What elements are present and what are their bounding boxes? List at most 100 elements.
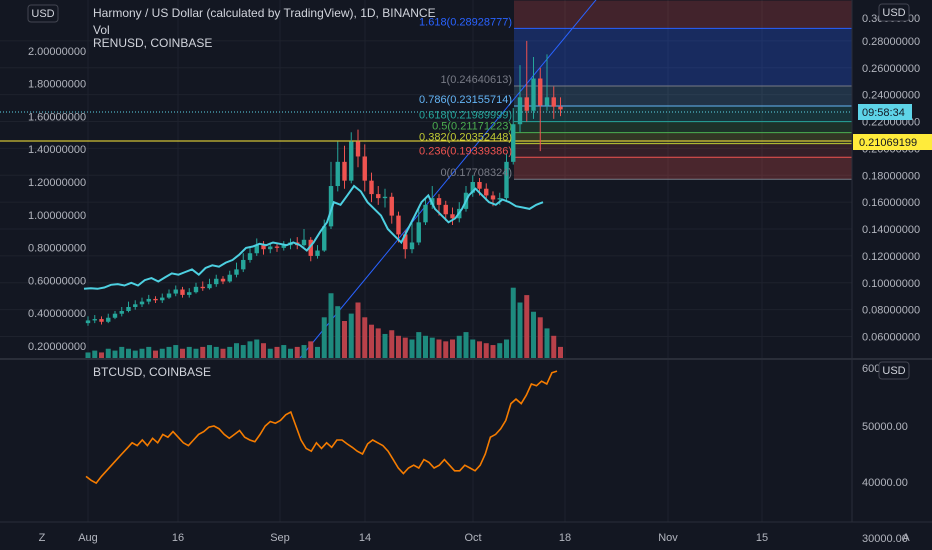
fib-level-labels: 1.618(0.28928777) 1(0.24640613) 0.786(0.23… — [419, 16, 512, 179]
left-axis-tick: 1.20000000 — [28, 177, 86, 189]
volume-bar — [396, 335, 401, 358]
chart-title[interactable]: Harmony / US Dollar (calculated by Tradi… — [93, 6, 436, 20]
renusd-legend[interactable]: RENUSD, COINBASE — [93, 36, 212, 50]
volume-bar — [537, 317, 543, 358]
candle-body — [281, 245, 286, 248]
volume-bar — [261, 343, 266, 358]
volume-bar — [443, 341, 449, 358]
candle-body — [558, 106, 563, 110]
candle-body — [193, 286, 199, 293]
fib-level-label: 1(0.24640613) — [440, 74, 512, 86]
candle-body — [382, 196, 388, 199]
fib-zone — [514, 0, 852, 29]
volume-bar — [281, 345, 287, 358]
candle-body — [389, 196, 394, 216]
time-axis-tick: 15 — [756, 532, 768, 544]
volume-bar — [450, 339, 455, 358]
btc-axis-tick: 40000.00 — [862, 477, 908, 489]
time-axis-tick: Nov — [658, 532, 678, 544]
candle-body — [531, 78, 536, 111]
btc-axis-tick: 600 — [862, 363, 880, 375]
candle-body — [517, 97, 523, 125]
right-currency-badge[interactable]: USD — [878, 3, 910, 22]
volume-bar — [463, 332, 469, 358]
volume-bar — [294, 346, 300, 358]
btcusd-line — [85, 370, 558, 485]
candle-body — [443, 204, 448, 215]
volume-bar — [200, 346, 206, 358]
candle-body — [423, 204, 428, 223]
fib-zone — [514, 28, 852, 87]
time-axis-tick: Aug — [78, 532, 98, 544]
fib-zone — [514, 132, 852, 144]
candle-body — [268, 246, 273, 250]
btc-currency-text: USD — [882, 365, 905, 377]
volume-bar — [240, 345, 246, 358]
candle-body — [396, 215, 401, 235]
left-axis-tick: 0.40000000 — [28, 308, 86, 320]
trend-line[interactable] — [299, 0, 600, 359]
time-axis-tick: 14 — [359, 532, 371, 544]
volume-bar — [193, 348, 199, 358]
right-axis-tick: 0.14000000 — [862, 224, 920, 236]
volume-bar — [483, 343, 489, 358]
volume-bar — [180, 348, 185, 358]
candle-body — [477, 182, 482, 189]
btc-price-axis[interactable]: 600 50000.00 40000.00 30000.00 — [862, 363, 908, 545]
volume-bar — [227, 346, 233, 358]
volume-bar — [105, 348, 111, 358]
fib-retracement[interactable] — [0, 0, 852, 359]
candle-body — [416, 222, 421, 243]
candle-body — [180, 289, 185, 295]
volume-bar — [247, 341, 253, 358]
candle-body — [544, 97, 550, 106]
volume-legend[interactable]: Vol — [93, 23, 110, 37]
right-axis-tick: 0.26000000 — [862, 63, 920, 75]
btc-axis-tick: 50000.00 — [862, 421, 908, 433]
candle-body — [342, 161, 347, 181]
fib-zone — [514, 121, 852, 133]
left-currency-badge[interactable]: USD — [27, 4, 59, 23]
left-price-axis[interactable]: 2.22.000000001.800000001.600000001.40000… — [28, 11, 86, 353]
volume-bar — [146, 346, 152, 358]
candle-body — [470, 182, 475, 193]
fib-level-label: 0(0.17708324) — [440, 167, 512, 179]
volume-bar — [207, 345, 212, 358]
time-axis-tick: Sep — [270, 532, 290, 544]
candle-body — [261, 245, 266, 250]
volume-bar — [274, 346, 280, 358]
last-price-text: 0.21069199 — [859, 137, 917, 149]
candle-body — [200, 286, 205, 289]
volume-bar — [416, 332, 422, 358]
right-price-axis[interactable]: 0.300000000.280000000.260000000.24000000… — [862, 13, 920, 344]
volume-bar — [477, 341, 482, 358]
timezone-icon[interactable]: Z — [39, 532, 46, 544]
right-axis-tick: 0.16000000 — [862, 197, 920, 209]
candle-body — [335, 161, 340, 187]
btcusd-legend[interactable]: BTCUSD, COINBASE — [93, 365, 211, 379]
fib-level-label: 0.786(0.23155714) — [419, 94, 512, 106]
volume-bar — [139, 348, 145, 358]
candle-body — [409, 242, 415, 250]
candle-body — [119, 311, 124, 314]
candle-body — [355, 141, 361, 157]
volume-bar — [524, 295, 530, 358]
auto-scale-icon[interactable]: A — [902, 532, 910, 544]
volume-bar — [423, 335, 428, 358]
right-axis-tick: 0.06000000 — [862, 332, 920, 344]
candle-body — [301, 239, 307, 246]
candle-body — [362, 156, 367, 181]
volume-bar — [342, 321, 347, 358]
left-axis-tick: 0.20000000 — [28, 341, 86, 353]
volume-bar — [166, 346, 172, 358]
volume-bar — [348, 313, 354, 358]
fib-level-label: 0.382(0.20352448) — [419, 132, 512, 144]
time-axis-tick: 16 — [172, 532, 184, 544]
candle-body — [85, 320, 91, 324]
volume-bar — [92, 350, 98, 358]
candle-body — [315, 250, 320, 256]
time-axis[interactable]: Aug 16 Sep 14 Oct 18 Nov 15 — [78, 532, 768, 544]
candle-body — [187, 292, 192, 295]
btc-currency-badge[interactable]: USD — [878, 361, 910, 380]
